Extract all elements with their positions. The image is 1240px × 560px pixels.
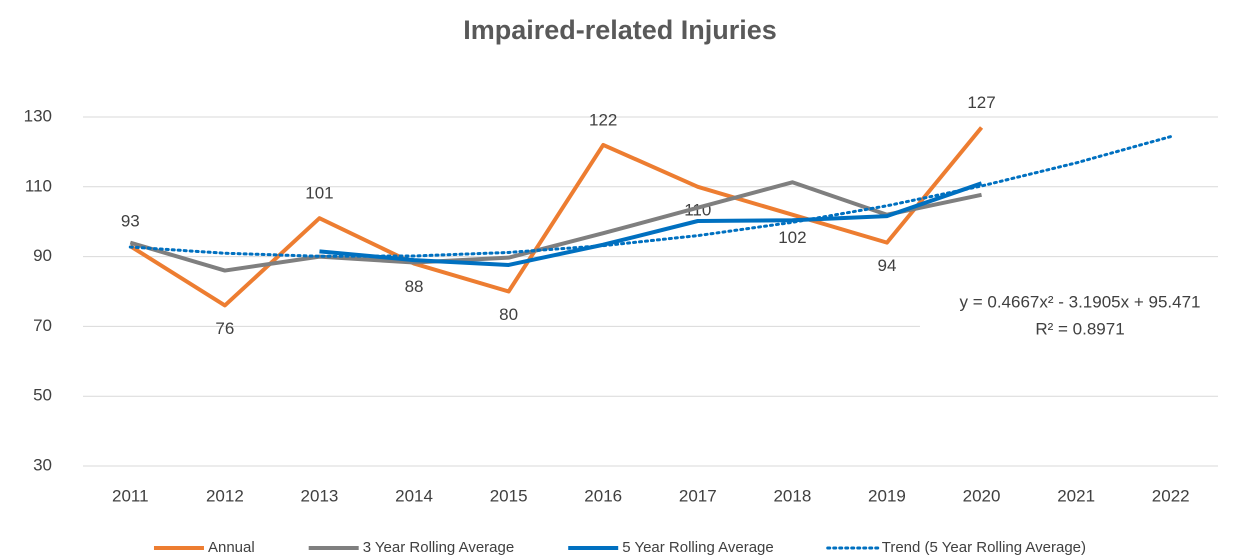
series-line xyxy=(129,180,982,273)
legend-label: Trend (5 Year Rolling Average) xyxy=(882,539,1086,556)
data-label: 93 xyxy=(121,212,140,231)
x-tick-label: 2016 xyxy=(584,486,622,505)
annotation-box xyxy=(920,288,1238,348)
data-label: 127 xyxy=(967,93,995,112)
legend-label: Annual xyxy=(208,539,255,556)
data-label: 76 xyxy=(215,319,234,338)
legend-item: 3 Year Rolling Average xyxy=(308,539,515,556)
x-tick-label: 2014 xyxy=(395,486,433,505)
legend-item: Trend (5 Year Rolling Average) xyxy=(826,539,1086,556)
x-tick-label: 2012 xyxy=(206,486,244,505)
y-tick-label: 90 xyxy=(33,246,52,265)
y-tick-label: 30 xyxy=(33,455,52,474)
x-tick-label: 2017 xyxy=(679,486,717,505)
legend-item: 5 Year Rolling Average xyxy=(568,539,774,556)
y-tick-label: 130 xyxy=(24,106,52,125)
x-tick-label: 2018 xyxy=(773,486,811,505)
x-tick-label: 2015 xyxy=(490,486,528,505)
x-tick-label: 2022 xyxy=(1152,486,1190,505)
y-tick-label: 70 xyxy=(33,316,52,335)
data-label: 102 xyxy=(778,228,806,247)
y-tick-label: 110 xyxy=(25,176,52,195)
data-label: 80 xyxy=(499,305,518,324)
data-label: 101 xyxy=(305,184,333,203)
annotation: y = 0.4667x² - 3.1905x + 95.471 xyxy=(959,292,1200,311)
data-label: 122 xyxy=(589,110,617,129)
chart-title: Impaired-related Injuries xyxy=(463,15,777,45)
data-label: 94 xyxy=(877,256,896,275)
legend-label: 5 Year Rolling Average xyxy=(622,539,774,556)
x-tick-label: 2013 xyxy=(301,486,339,505)
legend-label: 3 Year Rolling Average xyxy=(363,539,515,556)
series-line xyxy=(128,135,1173,258)
legend-item: Annual xyxy=(153,539,255,556)
x-tick-label: 2019 xyxy=(868,486,906,505)
series-line xyxy=(319,181,983,267)
data-label: 88 xyxy=(405,277,424,296)
y-tick-label: 50 xyxy=(33,386,52,405)
annotation: R² = 0.8971 xyxy=(1035,319,1124,338)
x-tick-label: 2021 xyxy=(1057,486,1095,505)
x-tick-label: 2020 xyxy=(963,486,1001,505)
x-tick-label: 2011 xyxy=(112,486,149,505)
